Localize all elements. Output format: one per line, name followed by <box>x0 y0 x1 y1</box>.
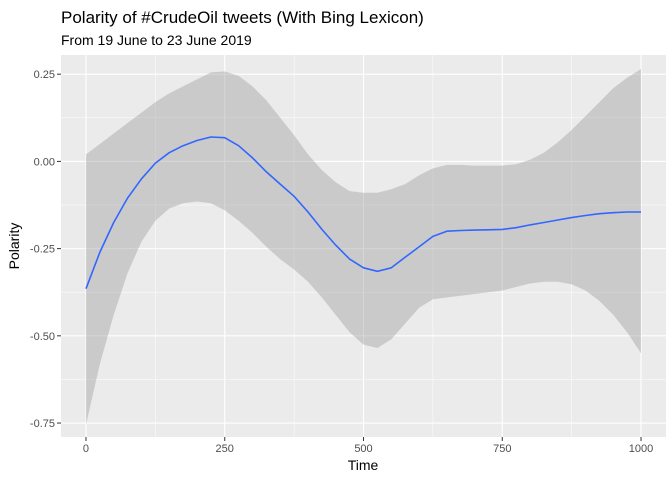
chart-subtitle: From 19 June to 23 June 2019 <box>61 32 252 48</box>
y-tick-label: 0.00 <box>34 156 55 168</box>
x-tick-label: 0 <box>83 443 89 455</box>
confidence-band <box>86 69 641 425</box>
y-tick-label: 0.25 <box>34 69 55 81</box>
confidence-band-layer <box>86 69 641 425</box>
y-tick-label: -0.25 <box>30 244 55 256</box>
grid-major <box>61 55 666 437</box>
x-tick-label: 1000 <box>629 443 653 455</box>
x-tick-label: 250 <box>216 443 234 455</box>
x-tick-label: 500 <box>354 443 372 455</box>
smooth-line-layer <box>85 136 641 289</box>
chart-title: Polarity of #CrudeOil tweets (With Bing … <box>61 8 424 27</box>
y-tick-label: -0.50 <box>30 331 55 343</box>
x-tick-label: 750 <box>493 443 511 455</box>
smooth-line <box>85 136 641 289</box>
y-axis-ticks: -0.75 -0.50 -0.25 0.00 0.25 <box>30 69 61 430</box>
y-axis-title: Polarity <box>6 223 22 270</box>
x-axis-ticks: 0 250 500 750 1000 <box>83 437 653 455</box>
x-axis-title: Time <box>348 457 379 473</box>
y-tick-label: -0.75 <box>30 418 55 430</box>
